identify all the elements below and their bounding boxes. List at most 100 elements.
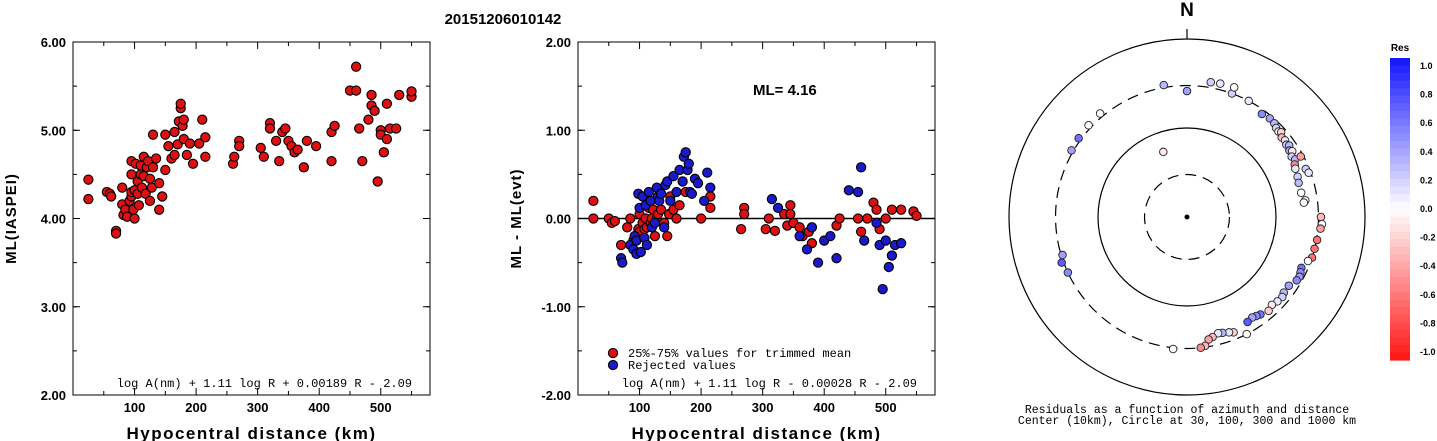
data-point xyxy=(662,230,673,242)
rejected-point xyxy=(635,246,646,258)
data-point xyxy=(274,155,285,167)
colorbar-swatch xyxy=(1390,95,1410,104)
colorbar-swatch xyxy=(1390,224,1410,233)
y-tick-label: 2.00 xyxy=(546,35,571,50)
data-point xyxy=(735,223,747,235)
rejected-point xyxy=(831,253,842,264)
ml-iaspei-plot: 2.00 3.00 4.00 5.00 6.00 100 200 300 400 500 Hypoc… xyxy=(3,35,431,441)
data-point xyxy=(169,149,180,161)
rejected-point xyxy=(855,162,867,173)
data-point xyxy=(769,225,781,237)
colorbar-swatch xyxy=(1390,269,1410,278)
x-tick-label: 400 xyxy=(813,400,835,415)
y-tick-label: -2.00 xyxy=(541,388,571,403)
data-point xyxy=(157,191,168,202)
data-point xyxy=(406,86,417,97)
data-point xyxy=(160,129,171,140)
colorbar-swatch xyxy=(1390,292,1410,301)
rejected-point xyxy=(680,147,691,158)
data-point xyxy=(366,89,377,101)
colorbar-swatch xyxy=(1390,209,1410,218)
residual-point xyxy=(1063,268,1073,277)
legend-label: 25%-75% values for trimmed mean xyxy=(628,347,851,361)
data-point xyxy=(862,213,873,224)
data-point xyxy=(350,85,362,96)
data-point xyxy=(329,120,340,131)
data-point xyxy=(880,213,891,224)
residual-point xyxy=(1304,168,1313,177)
colorbar-swatch xyxy=(1390,58,1410,67)
data-point xyxy=(194,138,205,149)
colorbar-swatch xyxy=(1390,284,1410,293)
data-point xyxy=(886,204,898,215)
data-point xyxy=(381,98,393,109)
colorbar-swatch xyxy=(1390,171,1410,180)
data-point xyxy=(154,204,165,215)
colorbar-tick-label: 0.0 xyxy=(1420,204,1433,214)
x-tick-label: 300 xyxy=(247,400,269,415)
rejected-point xyxy=(683,158,694,169)
data-point xyxy=(181,149,193,161)
data-point xyxy=(357,155,368,167)
y-tick-label: 0.00 xyxy=(546,212,571,227)
data-point xyxy=(117,182,128,193)
data-point xyxy=(163,140,174,152)
distance-ring-30 xyxy=(1143,173,1231,261)
data-point xyxy=(292,144,303,155)
colorbar-swatch xyxy=(1390,65,1410,74)
rejected-point xyxy=(812,257,824,268)
rejected-point xyxy=(883,261,894,273)
colorbar-tick-label: 0.4 xyxy=(1420,147,1433,157)
residual-point xyxy=(1264,306,1273,316)
data-point xyxy=(280,123,291,134)
residual-point xyxy=(1292,276,1301,285)
colorbar-tick-label: 0.8 xyxy=(1420,90,1433,100)
y-tick-label: 3.00 xyxy=(41,300,66,315)
data-point xyxy=(615,239,627,251)
data-point xyxy=(270,135,282,146)
colorbar-swatch xyxy=(1390,148,1410,157)
residual-point xyxy=(1299,198,1309,207)
data-point xyxy=(144,173,156,184)
data-point xyxy=(381,133,393,145)
formula-text: log A(nm) + 1.11 log R + 0.00189 R - 2.0… xyxy=(117,377,412,391)
data-point xyxy=(622,222,633,233)
residual-point xyxy=(1159,147,1168,157)
colorbar-swatch xyxy=(1390,322,1410,331)
data-point xyxy=(197,114,208,125)
colorbar-swatch xyxy=(1390,299,1410,308)
caption-line-2: Center (10km), Circle at 30, 100, 300 an… xyxy=(1018,415,1356,428)
rejected-point xyxy=(825,230,836,242)
residual-point xyxy=(1284,281,1294,290)
residual-point xyxy=(1296,152,1305,161)
rejected-point xyxy=(877,283,888,295)
residual-point xyxy=(1074,134,1083,143)
x-tick-label: 200 xyxy=(185,400,207,415)
x-tick-label: 100 xyxy=(124,400,146,415)
data-point xyxy=(184,138,196,149)
data-point xyxy=(106,191,117,202)
x-tick-label: 500 xyxy=(370,400,392,415)
colorbar-swatch xyxy=(1390,133,1410,142)
rejected-point xyxy=(641,239,653,251)
data-point xyxy=(911,210,922,222)
data-point xyxy=(234,140,245,152)
rejected-point xyxy=(794,230,805,242)
data-point xyxy=(150,153,162,164)
data-point xyxy=(169,126,180,138)
x-tick-label: 100 xyxy=(629,400,651,415)
data-point xyxy=(147,162,159,173)
residual-point xyxy=(1182,86,1192,96)
colorbar-swatch xyxy=(1390,261,1410,270)
colorbar-title: Res xyxy=(1391,43,1410,54)
data-point xyxy=(354,123,365,134)
rejected-point xyxy=(772,202,784,214)
rejected-point xyxy=(859,235,870,246)
data-point xyxy=(855,226,867,237)
data-point xyxy=(301,135,313,146)
residual-point xyxy=(1229,83,1239,92)
colorbar-swatch xyxy=(1390,201,1410,210)
rejected-point xyxy=(895,238,907,249)
colorbar-swatch xyxy=(1390,141,1410,150)
y-tick-label: -1.00 xyxy=(541,300,571,315)
